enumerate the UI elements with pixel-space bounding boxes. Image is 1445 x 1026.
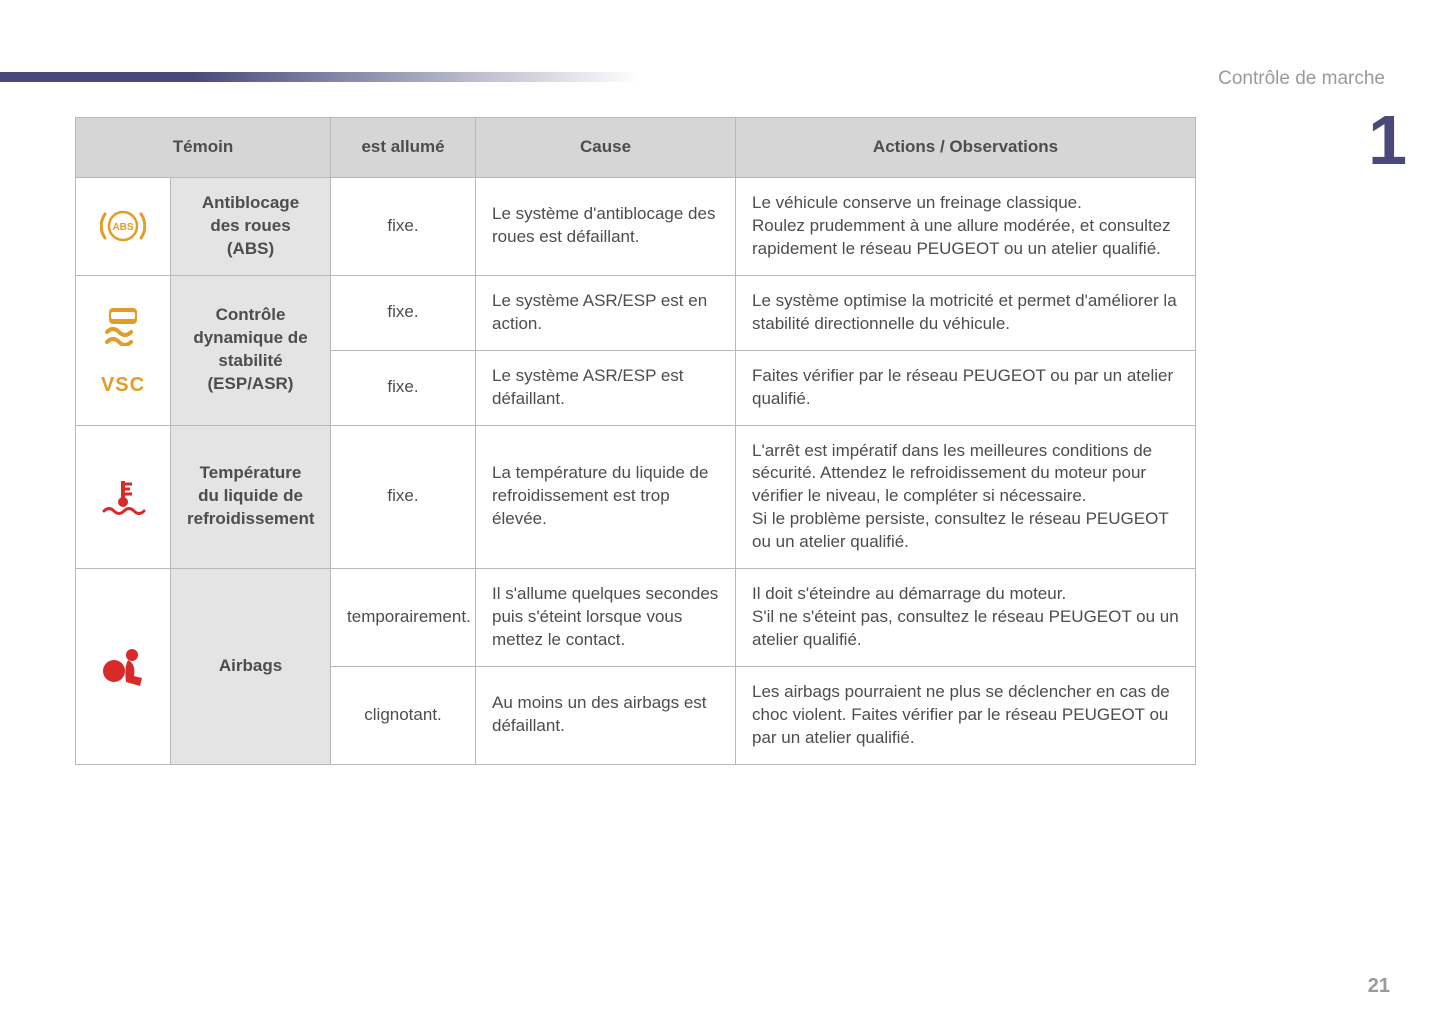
actions-cell: Les airbags pourraient ne plus se déclen… <box>736 667 1196 765</box>
table-row: ABS Antiblocage des roues (ABS) fixe. Le… <box>76 177 1196 275</box>
table-header-row: Témoin est allumé Cause Actions / Observ… <box>76 118 1196 178</box>
warning-lights-table: Témoin est allumé Cause Actions / Observ… <box>75 117 1196 765</box>
header-cause: Cause <box>476 118 736 178</box>
lit-cell: fixe. <box>331 177 476 275</box>
actions-cell: Faites vérifier par le réseau PEUGEOT ou… <box>736 350 1196 425</box>
actions-cell: Le véhicule conserve un freinage classiq… <box>736 177 1196 275</box>
header-lit: est allumé <box>331 118 476 178</box>
cause-cell: Le système ASR/ESP est en action. <box>476 275 736 350</box>
header-actions: Actions / Observations <box>736 118 1196 178</box>
cause-cell: Le système ASR/ESP est défaillant. <box>476 350 736 425</box>
coolant-temp-icon <box>100 477 146 517</box>
lit-cell: fixe. <box>331 275 476 350</box>
table-row: Température du liquide de refroidissemen… <box>76 425 1196 569</box>
airbag-icon <box>98 645 148 689</box>
icon-cell: ABS <box>76 177 171 275</box>
icon-cell <box>76 425 171 569</box>
table-row: Airbags temporairement. Il s'allume quel… <box>76 569 1196 667</box>
cause-cell: Au moins un des airbags est défaillant. <box>476 667 736 765</box>
lit-cell: fixe. <box>331 425 476 569</box>
lit-cell: fixe. <box>331 350 476 425</box>
chapter-number: 1 <box>1368 105 1407 175</box>
abs-icon: ABS <box>100 203 146 249</box>
cause-cell: Le système d'antiblocage des roues est d… <box>476 177 736 275</box>
vsc-label: VSC <box>101 372 145 399</box>
name-cell: Contrôle dynamique de stabilité (ESP/ASR… <box>171 275 331 425</box>
actions-cell: Il doit s'éteindre au démarrage du moteu… <box>736 569 1196 667</box>
actions-cell: L'arrêt est impératif dans les meilleure… <box>736 425 1196 569</box>
cause-cell: Il s'allume quelques secondes puis s'éte… <box>476 569 736 667</box>
lit-cell: temporairement. <box>331 569 476 667</box>
section-label: Contrôle de marche <box>1218 68 1385 90</box>
svg-text:ABS: ABS <box>112 222 133 233</box>
name-cell: Température du liquide de refroidissemen… <box>171 425 331 569</box>
esp-skid-icon <box>99 302 147 346</box>
table-row: VSC Contrôle dynamique de stabilité (ESP… <box>76 275 1196 350</box>
header-gradient-bar <box>0 72 640 82</box>
icon-cell <box>76 569 171 765</box>
lit-cell: clignotant. <box>331 667 476 765</box>
cause-cell: La température du liquide de refroidisse… <box>476 425 736 569</box>
header-temoin: Témoin <box>76 118 331 178</box>
name-cell: Antiblocage des roues (ABS) <box>171 177 331 275</box>
icon-cell: VSC <box>76 275 171 425</box>
page-number: 21 <box>1368 975 1390 998</box>
actions-cell: Le système optimise la motricité et perm… <box>736 275 1196 350</box>
name-cell: Airbags <box>171 569 331 765</box>
